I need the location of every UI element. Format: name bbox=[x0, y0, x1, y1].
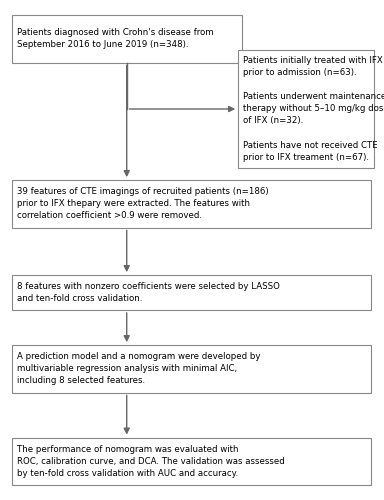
Text: The performance of nomogram was evaluated with
ROC, calibration curve, and DCA. : The performance of nomogram was evaluate… bbox=[17, 444, 285, 478]
Text: A prediction model and a nomogram were developed by
multivariable regression ana: A prediction model and a nomogram were d… bbox=[17, 352, 261, 386]
FancyBboxPatch shape bbox=[12, 438, 371, 485]
FancyBboxPatch shape bbox=[12, 15, 242, 62]
FancyBboxPatch shape bbox=[238, 50, 374, 168]
FancyBboxPatch shape bbox=[12, 345, 371, 393]
Text: Patients diagnosed with Crohn's disease from
September 2016 to June 2019 (n=348): Patients diagnosed with Crohn's disease … bbox=[17, 28, 214, 50]
FancyBboxPatch shape bbox=[12, 180, 371, 228]
Text: 39 features of CTE imagings of recruited patients (n=186)
prior to IFX thepary w: 39 features of CTE imagings of recruited… bbox=[17, 187, 269, 220]
Text: 8 features with nonzero coefficients were selected by LASSO
and ten-fold cross v: 8 features with nonzero coefficients wer… bbox=[17, 282, 280, 303]
Text: Patients initially treated with IFX
prior to admission (n=63).

Patients underwe: Patients initially treated with IFX prio… bbox=[243, 56, 384, 162]
FancyBboxPatch shape bbox=[12, 275, 371, 310]
